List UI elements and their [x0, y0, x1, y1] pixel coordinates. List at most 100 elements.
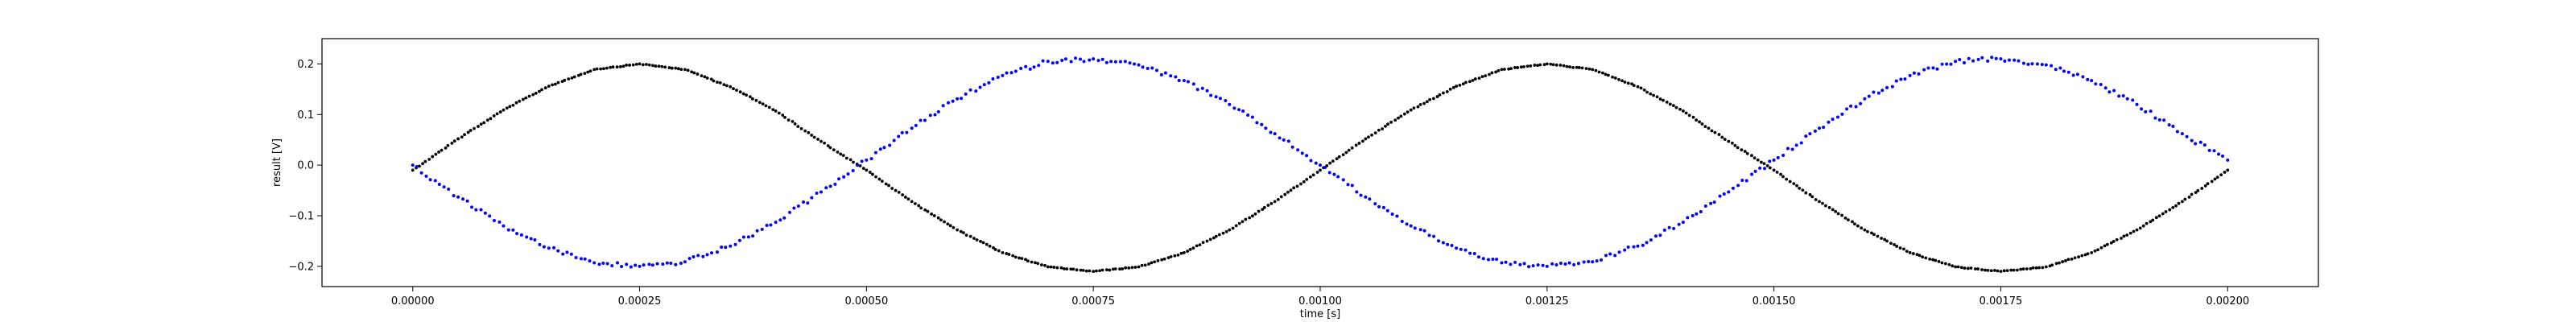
data-point-fill: [1486, 258, 1490, 262]
data-point: [1545, 264, 1549, 268]
data-point-fill: [705, 253, 709, 257]
data-point-fill: [519, 233, 523, 237]
data-point-fill: [2202, 143, 2207, 147]
data-point: [1636, 244, 1640, 248]
data-point-fill: [611, 65, 615, 69]
data-point-fill: [628, 64, 631, 67]
data-point-fill: [540, 88, 543, 92]
data-point-fill: [1036, 262, 1040, 266]
data-point-fill: [2190, 138, 2194, 142]
data-point-fill: [812, 135, 816, 139]
data-point-fill: [1503, 68, 1506, 71]
data-point-fill: [1130, 266, 1134, 270]
data-point-fill: [701, 254, 705, 258]
data-point-fill: [1386, 122, 1389, 126]
data-point-fill: [1346, 183, 1350, 187]
data-point-fill: [1799, 141, 1803, 145]
data-point-fill: [1903, 77, 1907, 81]
data-point-fill: [1707, 126, 1711, 130]
data-point-fill: [2145, 221, 2149, 225]
data-point-fill: [897, 134, 901, 138]
data-point-fill: [1567, 261, 1571, 265]
data-point-fill: [806, 201, 810, 205]
data-point-fill: [1040, 263, 1043, 266]
data-point-fill: [2200, 187, 2204, 190]
data-point-fill: [1160, 258, 1164, 262]
data-point-fill: [1111, 267, 1115, 271]
data-point-fill: [495, 112, 499, 116]
data-point-fill: [1750, 172, 1754, 176]
data-point-fill: [952, 225, 956, 229]
data-point-fill: [431, 155, 435, 159]
data-point-fill: [1775, 171, 1779, 174]
data-point-fill: [1918, 254, 1922, 258]
data-point-fill: [1357, 142, 1361, 145]
data-point-fill: [2190, 192, 2194, 196]
data-point-fill: [1425, 100, 1429, 104]
data-point-fill: [1269, 201, 1274, 205]
data-point-fill: [2157, 118, 2161, 122]
data-point-fill: [1241, 220, 1245, 224]
data-point-fill: [1940, 261, 1944, 265]
data-point: [1863, 97, 1867, 101]
data-point-fill: [534, 91, 538, 95]
data-point-fill: [1890, 85, 1894, 89]
data-point-fill: [1337, 155, 1341, 159]
data-point-fill: [2196, 188, 2200, 192]
data-point-fill: [1509, 67, 1513, 71]
data-point-fill: [1989, 269, 1993, 273]
data-point-fill: [1870, 231, 1873, 235]
data-point-fill: [1169, 74, 1173, 78]
data-point-fill: [1880, 237, 1884, 240]
data-point-fill: [972, 237, 976, 240]
data-point-fill: [783, 115, 786, 119]
data-point-fill: [1078, 57, 1082, 61]
data-point-fill: [1785, 147, 1790, 151]
data-point-fill: [1951, 264, 1955, 268]
data-point-fill: [2212, 149, 2216, 153]
data-point-fill: [1966, 266, 1970, 270]
data-point-fill: [601, 262, 605, 266]
data-point-fill: [1255, 121, 1259, 125]
data-point-fill: [1550, 262, 1554, 266]
y-axis-label: result [V]: [271, 138, 283, 187]
data-point-fill: [2162, 118, 2166, 122]
data-point-fill: [737, 238, 741, 242]
data-point-fill: [1020, 257, 1024, 261]
data-point-fill: [1100, 268, 1104, 272]
data-point-fill: [1488, 72, 1491, 76]
data-point-fill: [1095, 269, 1098, 273]
data-point: [956, 228, 959, 232]
data-point-fill: [602, 67, 605, 71]
data-point-fill: [2125, 233, 2129, 237]
data-point-fill: [2183, 197, 2187, 201]
data-point-fill: [2071, 73, 2075, 77]
data-point-fill: [1921, 255, 1925, 259]
data-point-fill: [1432, 97, 1435, 101]
data-point-fill: [802, 200, 806, 204]
data-point-fill: [514, 101, 518, 105]
data-point-fill: [1703, 204, 1707, 208]
data-point-fill: [870, 172, 874, 176]
data-point-fill: [583, 72, 587, 76]
data-point: [1273, 200, 1277, 204]
data-point-fill: [1531, 264, 1535, 268]
data-point-fill: [1088, 269, 1092, 273]
data-point-fill: [807, 130, 811, 134]
data-point-fill: [1522, 65, 1525, 68]
data-point-fill: [1759, 160, 1763, 164]
x-tick-label: 0.00000: [391, 295, 435, 308]
data-point-fill: [1218, 97, 1222, 101]
data-point-fill: [991, 76, 995, 80]
data-point-fill: [1173, 254, 1177, 258]
data-point-fill: [1055, 60, 1059, 64]
data-point-fill: [631, 63, 635, 67]
data-point-fill: [2206, 182, 2210, 186]
data-point-fill: [1174, 75, 1178, 79]
data-point-fill: [1124, 266, 1128, 270]
data-point-fill: [1717, 133, 1721, 136]
data-point-fill: [1699, 210, 1703, 214]
data-point-fill: [1527, 265, 1531, 269]
data-point-fill: [884, 182, 888, 186]
